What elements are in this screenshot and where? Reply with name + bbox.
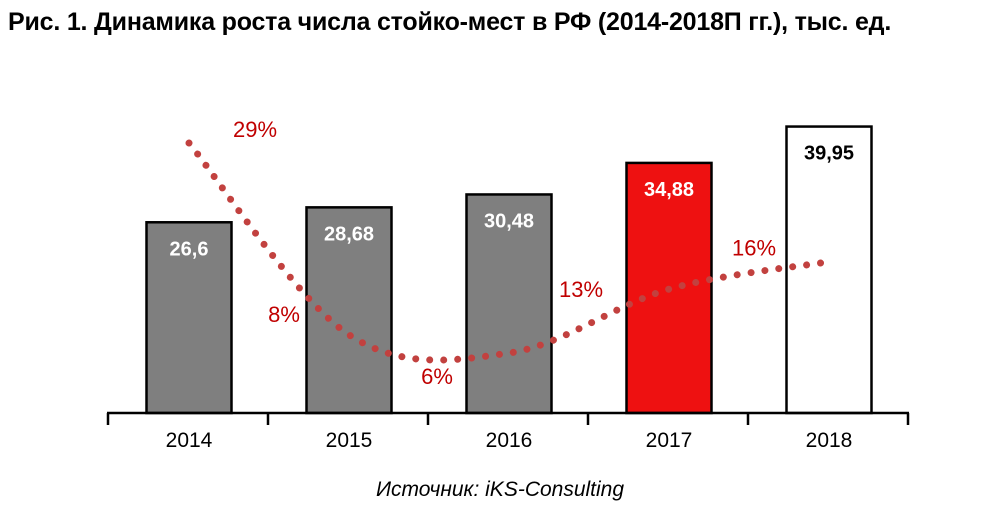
bar-value-label: 34,88 bbox=[644, 179, 694, 201]
x-axis-year-label: 2017 bbox=[646, 429, 693, 452]
source-caption: Источник: iKS-Consulting bbox=[375, 478, 625, 501]
chart-title: Рис. 1. Динамика роста числа стойко-мест… bbox=[8, 8, 892, 36]
bar-2018 bbox=[785, 125, 873, 415]
growth-percent-label: 8% bbox=[268, 302, 300, 327]
bar-2014 bbox=[145, 221, 233, 415]
growth-percent-label: 6% bbox=[421, 364, 453, 389]
growth-dotted-line bbox=[185, 139, 833, 364]
growth-percent-label: 16% bbox=[732, 236, 776, 261]
bar-value-label: 28,68 bbox=[324, 223, 374, 245]
bar-value-label: 30,48 bbox=[484, 210, 534, 232]
x-axis-year-label: 2016 bbox=[486, 429, 533, 452]
x-axis-year-label: 2018 bbox=[806, 429, 853, 452]
bar-value-label: 26,6 bbox=[170, 238, 209, 260]
x-axis-year-label: 2015 bbox=[326, 429, 373, 452]
growth-percent-label: 13% bbox=[559, 277, 603, 302]
growth-percent-label: 29% bbox=[233, 117, 277, 142]
x-axis-year-label: 2014 bbox=[166, 429, 213, 452]
bar-2016 bbox=[465, 193, 553, 415]
bar-value-label: 39,95 bbox=[804, 143, 854, 165]
